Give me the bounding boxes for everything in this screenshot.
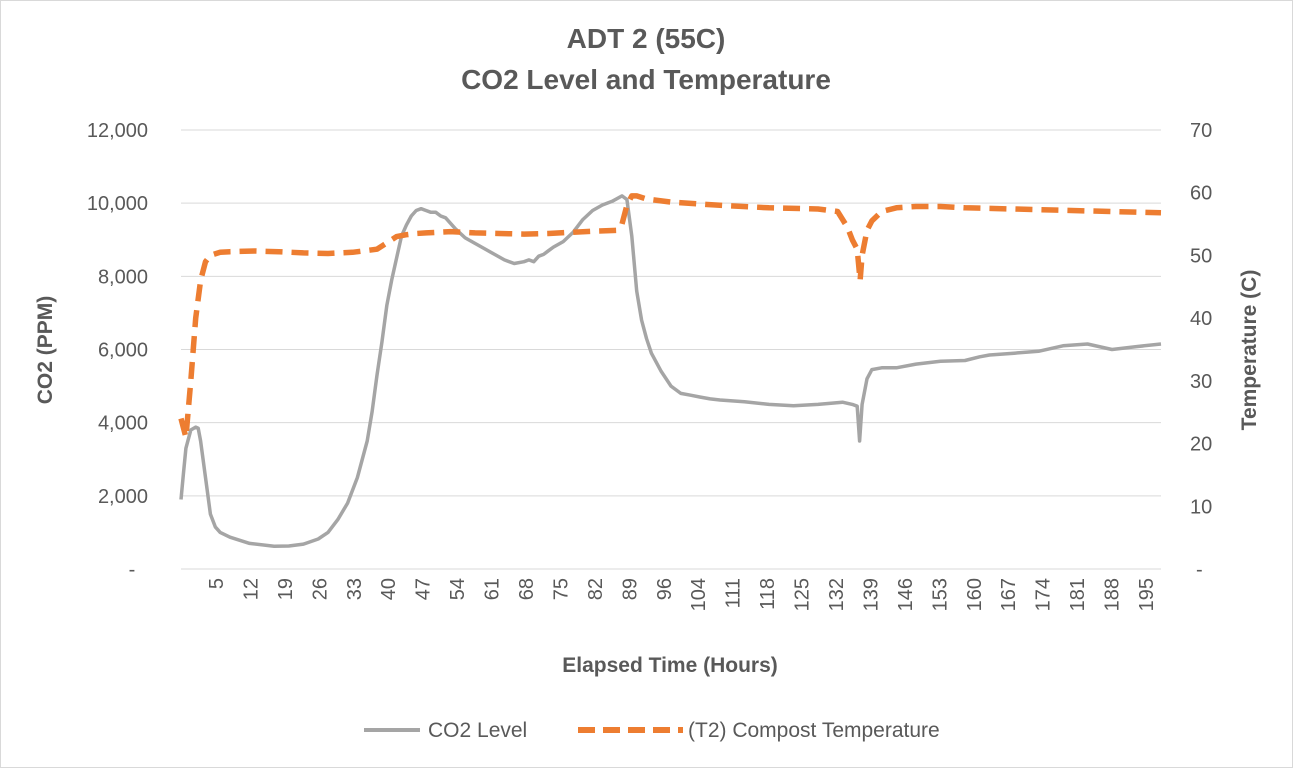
left-axis-ticks: - 2,000 4,000 6,000 8,000 10,000 12,000	[87, 120, 148, 581]
y2-tick-label: 40	[1190, 308, 1212, 330]
y2-tick-label: 60	[1190, 183, 1212, 205]
x-tick-label: 111	[723, 578, 745, 608]
y2-tick-label: -	[1196, 559, 1203, 581]
x-axis-ticks: 5 12 19 26 33 40 47 54 61 68 75 82 89 96 104 111 118 125 1…	[206, 578, 1158, 611]
x-tick-label: 75	[550, 578, 572, 600]
y-tick-label: 8,000	[98, 266, 148, 288]
x-tick-label: 5	[206, 578, 228, 589]
y2-tick-label: 50	[1190, 245, 1212, 267]
x-tick-label: 153	[929, 578, 951, 611]
x-tick-label: 47	[413, 578, 435, 600]
y-tick-label: 2,000	[98, 486, 148, 508]
y-tick-label: 4,000	[98, 413, 148, 435]
x-tick-label: 174	[1033, 578, 1055, 611]
x-tick-label: 146	[895, 578, 917, 611]
x-tick-label: 104	[688, 578, 710, 611]
x-tick-label: 19	[275, 578, 297, 600]
x-tick-label: 82	[585, 578, 607, 600]
legend-label-co2: CO2 Level	[428, 719, 527, 742]
x-tick-label: 89	[619, 578, 641, 600]
x-tick-label: 12	[240, 578, 262, 600]
chart-subtitle: CO2 Level and Temperature	[461, 64, 831, 95]
y-axis-title: CO2 (PPM)	[34, 296, 57, 405]
x-tick-label: 33	[344, 578, 366, 600]
y-tick-label: -	[129, 559, 136, 581]
x-tick-label: 61	[482, 578, 504, 600]
gridlines	[181, 129, 1161, 497]
x-tick-label: 96	[654, 578, 676, 600]
y2-axis-title: Temperature (C)	[1238, 270, 1261, 431]
series-temperature-line	[178, 193, 1162, 441]
x-tick-label: 181	[1067, 578, 1089, 611]
x-tick-label: 132	[826, 578, 848, 611]
series-layer	[178, 193, 1162, 549]
x-tick-label: 167	[998, 578, 1020, 611]
legend-item-co2[interactable]: CO2 Level	[364, 719, 527, 742]
chart-title: ADT 2 (55C)	[567, 23, 726, 54]
y2-tick-label: 30	[1190, 371, 1212, 393]
x-tick-label: 139	[860, 578, 882, 611]
x-tick-label: 26	[309, 578, 331, 600]
x-tick-label: 40	[378, 578, 400, 600]
x-tick-label: 125	[792, 578, 814, 611]
x-tick-label: 68	[516, 578, 538, 600]
y-tick-label: 12,000	[87, 120, 148, 142]
y2-tick-label: 20	[1190, 434, 1212, 456]
x-tick-label: 195	[1136, 578, 1158, 611]
x-tick-label: 160	[964, 578, 986, 611]
y-tick-label: 10,000	[87, 193, 148, 215]
series-co2-line	[179, 194, 1162, 549]
legend-item-temperature[interactable]: (T2) Compost Temperature	[578, 719, 940, 742]
x-tick-label: 118	[757, 578, 779, 610]
y2-tick-label: 10	[1190, 496, 1212, 518]
legend-label-temperature: (T2) Compost Temperature	[688, 719, 940, 742]
y-tick-label: 6,000	[98, 340, 148, 362]
y2-tick-label: 70	[1190, 120, 1212, 142]
x-tick-label: 54	[447, 578, 469, 600]
right-axis-ticks: - 10 20 30 40 50 60 70	[1190, 120, 1212, 581]
x-axis-title: Elapsed Time (Hours)	[562, 654, 778, 677]
legend: CO2 Level (T2) Compost Temperature	[364, 719, 940, 742]
x-tick-label: 188	[1102, 578, 1124, 611]
